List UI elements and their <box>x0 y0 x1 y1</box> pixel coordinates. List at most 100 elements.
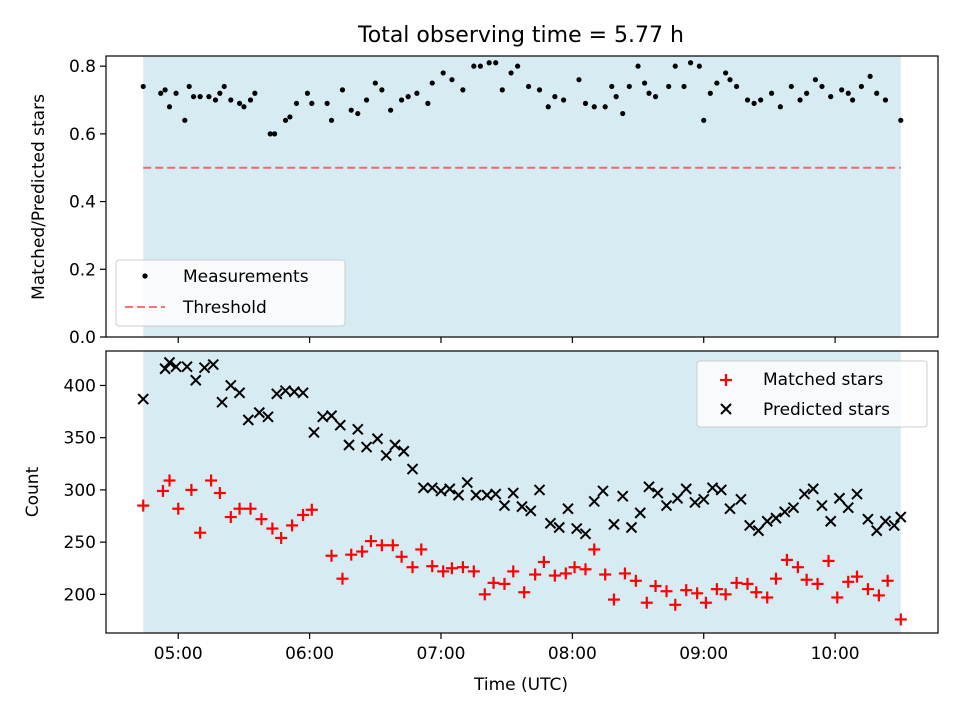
predicted-star-point <box>870 524 883 537</box>
matched-star-point <box>185 483 198 496</box>
y-tick-label: 0.8 <box>69 57 96 77</box>
measurement-point <box>845 90 851 96</box>
matched-star-point <box>842 575 855 588</box>
predicted-star-point <box>461 476 473 489</box>
measurement-point <box>898 117 904 123</box>
matched-star-point <box>375 539 388 552</box>
measurement-point <box>642 80 648 86</box>
measurement-point <box>626 83 632 90</box>
predicted-star-point <box>343 439 355 451</box>
measurement-point <box>561 97 567 103</box>
matched-star-point <box>518 586 531 599</box>
predicted-star-point <box>895 511 907 523</box>
matched-star-point <box>437 565 450 578</box>
measurement-point <box>788 83 794 90</box>
predicted-star-point <box>271 388 283 400</box>
bottom-legend: Matched stars Predicted stars <box>696 360 928 428</box>
matched-star-point <box>660 585 673 598</box>
predicted-star-point <box>715 484 727 496</box>
measurement-point <box>228 97 234 103</box>
matched-star-point <box>336 572 349 585</box>
measurement-point <box>635 63 641 69</box>
predicted-star-point <box>562 503 574 515</box>
measurement-point <box>707 90 713 96</box>
measurement-point <box>398 97 405 103</box>
measurement-point <box>828 94 834 100</box>
measurement-point <box>348 107 354 113</box>
matched-star-point <box>364 535 377 548</box>
predicted-star-point <box>242 414 255 426</box>
matched-star-point <box>529 568 542 581</box>
matched-star-point <box>305 503 318 516</box>
measurement-point <box>206 94 212 100</box>
predicted-star-point <box>389 439 401 451</box>
measurement-point <box>182 117 188 123</box>
matched-star-point <box>741 577 754 590</box>
measurement-point <box>620 110 626 117</box>
predicted-star-point <box>435 485 447 497</box>
predicted-star-point <box>426 482 438 494</box>
matched-star-point <box>872 589 885 602</box>
measurement-point <box>236 100 243 106</box>
measurement-point <box>723 70 729 76</box>
x-tick-label: 05:00 <box>154 644 203 664</box>
measurement-point <box>515 63 521 69</box>
predicted-star-point <box>360 441 373 453</box>
measurement-point <box>744 97 751 103</box>
predicted-star-point <box>406 463 419 475</box>
matched-star-point <box>224 511 237 524</box>
predicted-star-point <box>498 499 511 512</box>
predicted-star-point <box>862 513 874 525</box>
predicted-star-point <box>689 496 701 509</box>
matched-star-point <box>649 580 662 592</box>
matched-star-point <box>822 554 835 567</box>
matched-star-point <box>850 570 863 583</box>
predicted-star-point <box>851 488 863 500</box>
predicted-star-point <box>470 489 482 501</box>
measurement-point <box>293 100 300 106</box>
matched-star-point <box>194 526 207 539</box>
predicted-star-point <box>597 485 609 497</box>
measurement-point <box>804 90 810 96</box>
measurement-point <box>304 90 311 96</box>
predicted-star-point <box>652 487 664 499</box>
matched-star-point <box>710 583 723 596</box>
measurement-point <box>602 104 608 110</box>
predicted-star-point <box>163 356 176 369</box>
measurement-point <box>477 63 483 69</box>
x-tick-label: 07:00 <box>416 644 465 664</box>
matched-star-point <box>588 543 601 556</box>
measurement-point <box>681 83 687 90</box>
matched-star-point <box>386 539 399 552</box>
predicted-star-point <box>253 406 265 419</box>
predicted-star-point <box>588 495 600 508</box>
matched-star-point <box>356 545 369 558</box>
legend-predicted-marker <box>720 403 732 415</box>
measurement-point <box>701 117 707 123</box>
matched-star-point <box>831 591 844 604</box>
measurement-point <box>379 87 385 93</box>
bottom-plot-frame <box>105 350 939 634</box>
predicted-star-point <box>297 387 309 399</box>
measurement-point <box>751 100 757 106</box>
measurement-point <box>414 90 420 96</box>
measurement-point <box>545 104 551 110</box>
measurement-point <box>429 80 435 86</box>
top-panel: 0.00.20.40.60.8 Matched/Predicted stars … <box>29 55 939 348</box>
measurement-point <box>328 117 335 123</box>
measurement-point <box>508 70 514 76</box>
predicted-star-point <box>743 519 756 532</box>
measurement-point <box>173 90 179 96</box>
measurement-point <box>613 94 619 100</box>
measurement-point <box>733 83 740 90</box>
matched-star-point <box>761 591 774 604</box>
measurement-point <box>282 117 289 123</box>
matched-star-point <box>730 576 743 589</box>
predicted-star-point <box>553 521 565 534</box>
measurement-point <box>162 87 168 93</box>
x-axis-label: Time (UTC) <box>473 675 568 695</box>
matched-star-point <box>780 553 793 566</box>
predicted-star-point <box>352 423 364 436</box>
predicted-star-point <box>680 483 692 495</box>
matched-star-point <box>861 583 874 596</box>
